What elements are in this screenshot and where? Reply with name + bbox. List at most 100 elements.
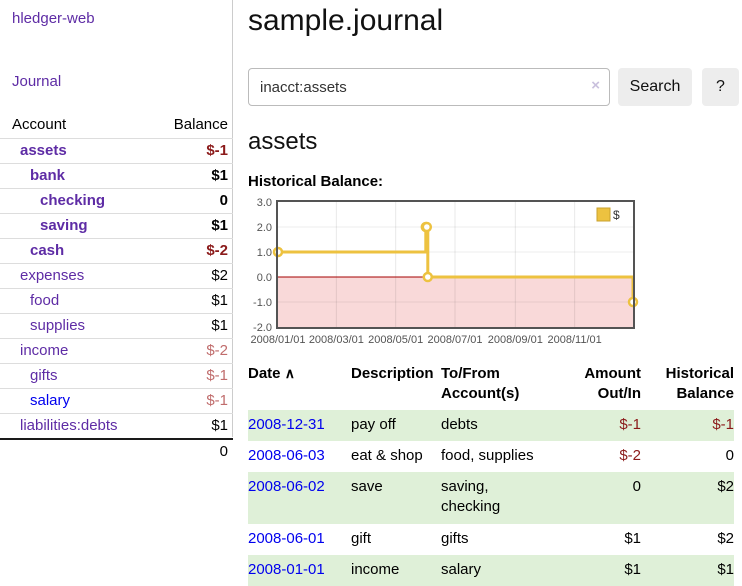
account-link-expenses[interactable]: expenses [20, 267, 85, 284]
transaction-accounts: gifts [441, 529, 469, 547]
search-form: × Search ? [248, 68, 742, 106]
historical-balance-chart: $3.0 2.0 1.0 0.0 -1.0 -2.0 2008/01/01 2008/03/0… [248, 195, 742, 350]
table-row: gifts $-1 [0, 363, 233, 389]
table-row: 2008-12-31 pay off debts $-1 $-1 [248, 409, 734, 441]
transaction-accounts: salary [441, 560, 482, 578]
svg-text:2008/09/01: 2008/09/01 [488, 334, 543, 346]
transaction-date-link[interactable]: 2008-12-31 [248, 415, 325, 433]
balance-total-row: 0 [0, 439, 233, 464]
transaction-amount: 0 [632, 478, 641, 495]
register-header-row: Date ∧ Description To/From Account(s) Am… [248, 361, 734, 410]
account-link-liabilities-debts[interactable]: liabilities:debts [20, 417, 118, 434]
balance-total: 0 [219, 443, 228, 460]
search-button[interactable]: Search [618, 68, 692, 106]
search-input[interactable] [248, 68, 610, 106]
account-link-gifts[interactable]: gifts [30, 367, 58, 384]
svg-text:0.0: 0.0 [257, 272, 272, 284]
account-balance: $-2 [206, 342, 228, 359]
svg-text:2.0: 2.0 [257, 222, 272, 234]
svg-text:2008/07/01: 2008/07/01 [427, 334, 482, 346]
account-link-checking[interactable]: checking [40, 192, 106, 209]
table-row: 2008-01-01 income salary $1 $1 [248, 554, 734, 586]
main-content: sample.journal × Search ? assets Histori… [233, 0, 742, 586]
transaction-balance: $-1 [712, 415, 734, 433]
sort-asc-icon: ∧ [284, 365, 295, 381]
account-balance: $-1 [206, 367, 228, 384]
account-link-bank[interactable]: bank [30, 167, 66, 184]
account-link-food[interactable]: food [30, 292, 60, 309]
account-link-income[interactable]: income [20, 342, 69, 359]
account-link-supplies[interactable]: supplies [30, 317, 86, 334]
account-link-saving[interactable]: saving [40, 217, 88, 234]
transaction-accounts: food, supplies [441, 446, 534, 464]
table-row: food $1 [0, 288, 233, 314]
table-row: saving $1 [0, 213, 233, 239]
accounts-column-header: To/From Account(s) [441, 365, 520, 403]
table-row: 2008-06-01 gift gifts $1 $2 [248, 524, 734, 555]
transaction-date-link[interactable]: 2008-06-02 [248, 478, 325, 495]
transaction-date-link[interactable]: 2008-06-03 [248, 446, 325, 464]
transaction-balance: 0 [725, 446, 734, 464]
sidebar-item-journal[interactable]: Journal [12, 73, 62, 90]
register-table: Date ∧ Description To/From Account(s) Am… [248, 361, 734, 586]
transaction-description: pay off [351, 415, 396, 433]
svg-text:1.0: 1.0 [257, 247, 272, 259]
transaction-amount: $-1 [619, 415, 641, 433]
table-row: 2008-06-03 eat & shop food, supplies $-2… [248, 441, 734, 472]
transaction-accounts: saving, checking [441, 478, 501, 516]
table-row: liabilities:debts $1 [0, 413, 233, 440]
account-balance: 0 [219, 192, 228, 209]
brand-link[interactable]: hledger-web [12, 10, 95, 27]
account-heading: assets [248, 128, 318, 155]
transaction-balance: $2 [717, 478, 734, 495]
account-balance: $-2 [206, 242, 228, 259]
account-balance: $1 [211, 317, 228, 334]
transaction-description: gift [351, 529, 372, 547]
account-balance: $1 [211, 417, 228, 434]
account-balance-table: Account Balance assets $-1 bank $1 check… [0, 112, 233, 464]
account-balance: $-1 [206, 392, 228, 409]
svg-text:-1.0: -1.0 [253, 297, 272, 309]
description-column-header: Description [351, 365, 434, 382]
transaction-description: income [351, 560, 400, 578]
svg-text:2008/01/01: 2008/01/01 [250, 334, 305, 346]
account-balance: $1 [211, 167, 228, 184]
transaction-balance: $1 [717, 560, 734, 578]
table-row: supplies $1 [0, 313, 233, 339]
transaction-amount: $1 [624, 560, 641, 578]
table-row: assets $-1 [0, 138, 233, 164]
transaction-description: eat & shop [351, 446, 423, 464]
balance-column-header: Historical Balance [665, 365, 734, 403]
svg-text:$: $ [613, 208, 620, 222]
table-row: salary $-1 [0, 388, 233, 414]
table-row: expenses $2 [0, 263, 233, 289]
svg-text:2008/03/01: 2008/03/01 [309, 334, 364, 346]
account-link-cash[interactable]: cash [30, 242, 65, 259]
svg-text:-2.0: -2.0 [253, 322, 272, 334]
account-link-assets[interactable]: assets [20, 142, 67, 159]
table-row: cash $-2 [0, 238, 233, 264]
transaction-amount: $-2 [619, 446, 641, 464]
account-link-salary[interactable]: salary [30, 392, 71, 409]
transaction-accounts: debts [441, 415, 478, 433]
date-column-header[interactable]: Date ∧ [248, 365, 295, 382]
table-row: checking 0 [0, 188, 233, 214]
help-button[interactable]: ? [702, 68, 739, 106]
account-balance: $-1 [206, 142, 228, 159]
table-row: bank $1 [0, 163, 233, 189]
transaction-date-link[interactable]: 2008-01-01 [248, 560, 325, 578]
transaction-description: save [351, 478, 383, 495]
svg-text:3.0: 3.0 [257, 197, 272, 209]
account-column-header: Account [12, 116, 67, 133]
svg-text:2008/05/01: 2008/05/01 [368, 334, 423, 346]
account-balance: $1 [211, 217, 228, 234]
amount-column-header: Amount Out/In [584, 365, 641, 403]
clear-search-icon[interactable]: × [591, 77, 600, 94]
svg-text:2008/11/01: 2008/11/01 [548, 334, 602, 346]
account-balance: $1 [211, 292, 228, 309]
sidebar: hledger-web Journal Account Balance asse… [0, 0, 233, 460]
table-row: 2008-06-02 save saving, checking 0 $2 [248, 472, 734, 524]
transaction-date-link[interactable]: 2008-06-01 [248, 529, 325, 547]
account-balance: $2 [211, 267, 228, 284]
table-row: income $-2 [0, 338, 233, 364]
